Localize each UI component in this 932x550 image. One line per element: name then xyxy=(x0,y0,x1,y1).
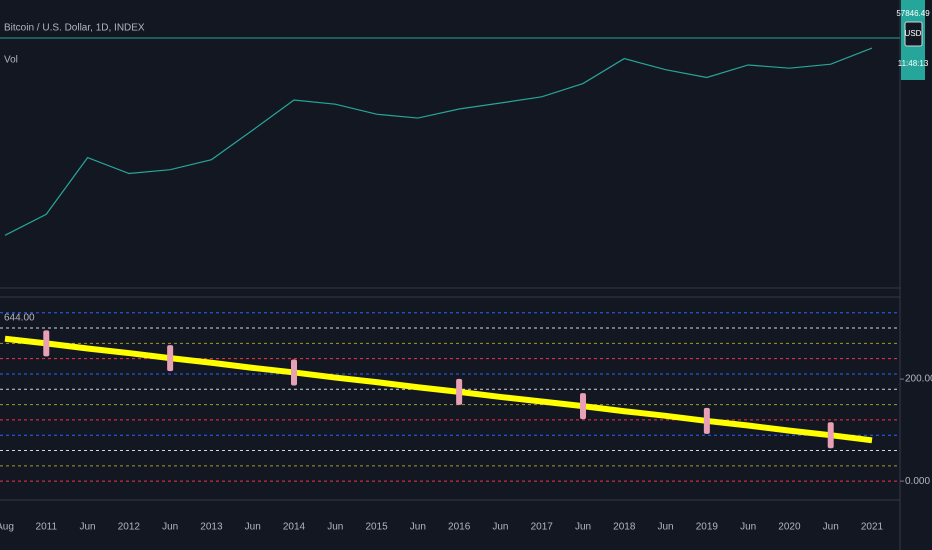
event-marker xyxy=(43,330,50,357)
x-tick-label: 2013 xyxy=(200,522,223,533)
event-marker xyxy=(167,345,174,372)
x-tick-label: 2014 xyxy=(283,522,306,533)
x-tick-label: 2016 xyxy=(448,522,471,533)
x-tick-label: 2018 xyxy=(613,522,636,533)
x-tick-label: Jun xyxy=(492,522,508,533)
x-tick-label: 2017 xyxy=(531,522,554,533)
line-series xyxy=(4,47,873,236)
x-tick-label: 2020 xyxy=(778,522,801,533)
event-marker xyxy=(703,407,710,434)
x-tick-label: Jun xyxy=(162,522,178,533)
x-tick-label: 2012 xyxy=(118,522,141,533)
x-tick-label: Jun xyxy=(410,522,426,533)
x-tick-label: Jun xyxy=(575,522,591,533)
y-tick-label: 200.000 xyxy=(905,374,932,385)
x-tick-label: 2015 xyxy=(365,522,388,533)
x-tick-label: Jun xyxy=(740,522,756,533)
last-price-label: 57846.49 xyxy=(896,9,930,18)
currency-box xyxy=(904,21,923,47)
currency-label: USD xyxy=(905,29,922,38)
event-marker xyxy=(827,422,834,449)
event-marker xyxy=(580,393,586,420)
x-tick-label: Jun xyxy=(658,522,674,533)
x-tick-label: Jun xyxy=(327,522,343,533)
x-tick-label: Jun xyxy=(823,522,839,533)
volume-label: Vol xyxy=(4,55,18,66)
x-tick-label: Jun xyxy=(80,522,96,533)
x-tick-label: Jun xyxy=(245,522,261,533)
symbol-title[interactable]: Bitcoin / U.S. Dollar, 1D, INDEX xyxy=(4,23,145,34)
x-tick-label: 2021 xyxy=(861,522,884,533)
indicator-value: 644.00 xyxy=(4,313,35,324)
x-tick-label: Aug xyxy=(0,522,14,533)
event-marker xyxy=(291,359,297,386)
x-tick-label: 2011 xyxy=(36,522,58,533)
countdown-label: 11:48:13 xyxy=(898,59,929,68)
x-tick-label: 2019 xyxy=(696,522,719,533)
y-tick-label: 0.000 xyxy=(905,476,930,487)
line-series xyxy=(4,335,873,444)
event-marker xyxy=(456,378,463,405)
